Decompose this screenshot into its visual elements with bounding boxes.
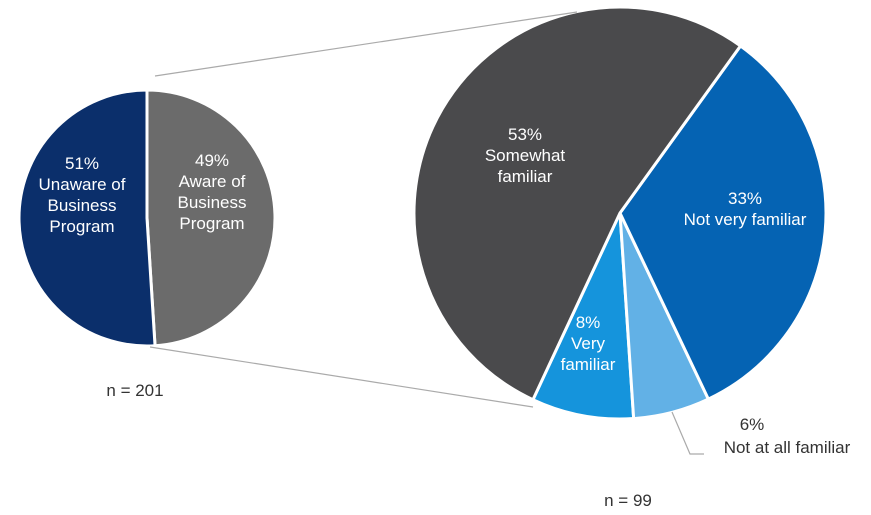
pie-slice (145, 88, 277, 348)
category-label: Not very familiar (683, 210, 807, 229)
leader-line (671, 411, 704, 455)
connector-line (149, 346, 534, 408)
pie-slice (530, 212, 636, 421)
slice-label: 33% Not very familiar (660, 188, 830, 230)
value-label: 33% (727, 189, 763, 208)
value-label: 49% (194, 151, 230, 170)
category-label: Somewhat familiar (484, 146, 566, 186)
connector-line (154, 11, 578, 77)
slice-label: 49% Aware of Business Program (162, 150, 262, 234)
value-label: 53% (507, 125, 543, 144)
value-label: 8% (575, 313, 601, 332)
category-label: Very familiar (560, 334, 616, 374)
category-label: Aware of Business Program (177, 172, 247, 233)
slice-label: 51% Unaware of Business Program (32, 153, 132, 237)
pie-slice (17, 88, 157, 348)
sample-size: n = 99 (604, 491, 652, 510)
pie-slice (412, 5, 743, 402)
pie-slice (618, 43, 828, 402)
category-label: Unaware of Business Program (38, 175, 126, 236)
sample-size: n = 201 (106, 381, 164, 400)
category-label: Not at all familiar (723, 438, 851, 457)
slice-label: 53% Somewhat familiar (470, 124, 580, 187)
value-label: 51% (64, 154, 100, 173)
slice-label: 8% Very familiar (556, 312, 620, 375)
value-label: 6% (739, 415, 765, 434)
